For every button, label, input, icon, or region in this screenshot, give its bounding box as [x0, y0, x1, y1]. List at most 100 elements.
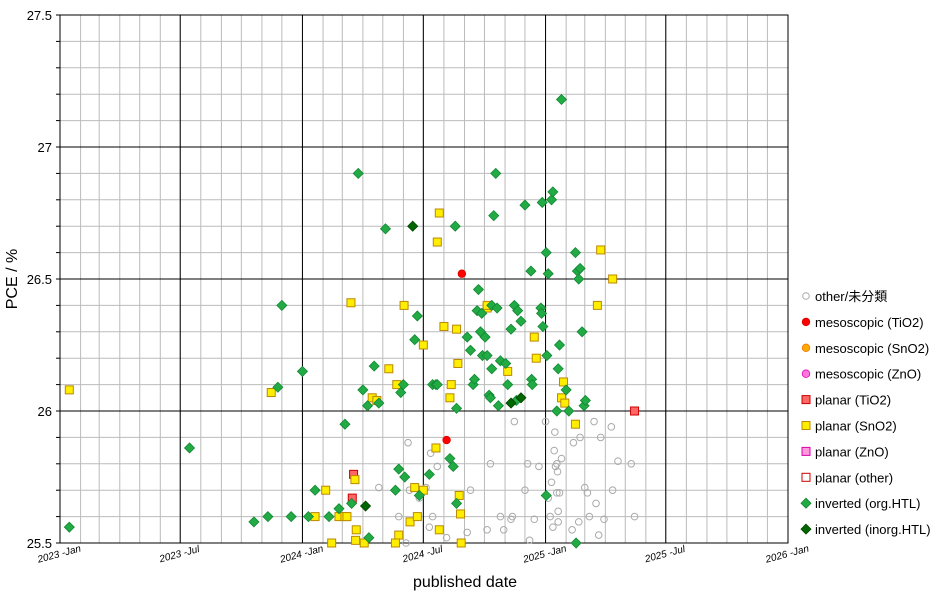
data-point-0 — [404, 438, 412, 447]
data-point-0 — [549, 523, 557, 531]
data-point-5 — [439, 322, 449, 332]
data-point-8 — [361, 400, 374, 412]
data-point-0 — [486, 460, 495, 468]
legend-item: inverted (inorg.HTL) — [800, 522, 931, 537]
data-point-8 — [476, 307, 488, 319]
data-point-8 — [393, 463, 405, 475]
data-point-5 — [431, 443, 441, 453]
data-point-0 — [596, 433, 605, 442]
x-tick-label: 2024 -Jul — [400, 544, 444, 566]
legend-marker — [800, 523, 812, 535]
data-point-0 — [553, 489, 561, 497]
data-point-8 — [444, 452, 456, 465]
data-point-8 — [519, 199, 531, 211]
data-point-0 — [510, 417, 519, 426]
legend-item: planar (SnO2) — [801, 419, 897, 434]
data-point-5 — [608, 274, 618, 284]
data-point-0 — [554, 507, 562, 516]
data-point-5 — [560, 398, 570, 408]
data-point-8 — [491, 302, 503, 314]
legend-marker — [801, 369, 811, 378]
x-axis-label: published date — [413, 574, 517, 591]
legend: other/未分類 mesoscopic (TiO2) mesoscopic (Sn… — [800, 289, 931, 537]
legend-item: mesoscopic (SnO2) — [801, 341, 929, 356]
data-point-0 — [600, 515, 608, 524]
data-point-8 — [542, 268, 554, 280]
data-point-0 — [568, 526, 576, 534]
data-point-8 — [537, 320, 549, 333]
data-point-0 — [523, 460, 532, 468]
data-point-0 — [466, 486, 475, 495]
data-point-5 — [394, 530, 404, 540]
y-tick-label: 25.5 — [27, 536, 52, 551]
data-point-8 — [484, 392, 496, 404]
legend-label: planar (other) — [815, 470, 893, 485]
data-point-8 — [368, 360, 380, 372]
data-point-0 — [630, 512, 639, 521]
data-point-8 — [540, 489, 552, 502]
legend-marker — [801, 317, 811, 327]
y-tick-label: 26 — [38, 404, 52, 419]
data-point-8 — [525, 265, 537, 277]
data-point-5 — [446, 380, 456, 390]
y-axis-label: PCE / % — [4, 249, 21, 309]
data-point-8 — [323, 511, 335, 523]
data-point-8 — [551, 405, 563, 417]
data-point-5 — [410, 483, 420, 493]
data-point-5 — [412, 512, 422, 522]
legend-item: mesoscopic (ZnO) — [801, 367, 921, 382]
data-point-0 — [608, 486, 617, 495]
data-point-0 — [483, 526, 491, 534]
data-point-5 — [456, 538, 466, 548]
data-point-8 — [512, 305, 524, 317]
data-point-5 — [342, 512, 352, 522]
legend-marker — [801, 343, 811, 352]
data-point-5 — [266, 388, 276, 398]
legend-marker — [802, 292, 810, 300]
data-point-8 — [505, 323, 517, 335]
data-point-5 — [452, 324, 462, 334]
legend-item: planar (TiO2) — [801, 393, 891, 408]
data-point-0 — [576, 433, 584, 442]
data-point-5 — [445, 393, 455, 403]
data-point-0 — [547, 478, 556, 487]
data-point-0 — [550, 446, 558, 455]
legend-label: planar (TiO2) — [815, 393, 891, 408]
data-point-8 — [411, 310, 423, 322]
data-point-8 — [563, 405, 575, 417]
data-point-0 — [627, 460, 636, 468]
data-point-0 — [583, 489, 592, 497]
data-points — [63, 93, 640, 549]
data-point-8 — [248, 516, 260, 528]
legend-item: planar (ZnO) — [801, 444, 889, 459]
data-point-8 — [339, 418, 351, 430]
data-point-8 — [447, 460, 459, 473]
data-point-8 — [363, 532, 375, 544]
data-point-8 — [515, 315, 527, 327]
data-point-5 — [351, 535, 361, 545]
data-point-8 — [285, 511, 297, 523]
data-point-0 — [546, 512, 555, 521]
legend-label: planar (SnO2) — [815, 419, 897, 434]
y-tick-label: 27.5 — [27, 8, 52, 23]
x-tick-label: 2024 -Jan — [278, 543, 325, 566]
legend-marker — [801, 446, 811, 456]
data-point-8 — [492, 400, 504, 412]
data-point-8 — [573, 273, 585, 285]
x-tick-label: 2025 -Jan — [521, 543, 568, 566]
data-point-8 — [296, 365, 309, 377]
data-point-8 — [541, 349, 553, 362]
data-point-5 — [321, 485, 331, 495]
data-point-0 — [428, 512, 437, 521]
data-point-8 — [553, 339, 566, 351]
data-point-0 — [585, 512, 594, 521]
data-point-8 — [309, 484, 321, 496]
data-point-8 — [536, 307, 548, 319]
legend-item: other/未分類 — [802, 289, 887, 304]
data-point-0 — [592, 499, 600, 508]
legend-label: mesoscopic (TiO2) — [815, 315, 924, 330]
data-point-8 — [490, 167, 502, 179]
data-point-8 — [536, 196, 548, 209]
data-point-5 — [384, 364, 394, 374]
